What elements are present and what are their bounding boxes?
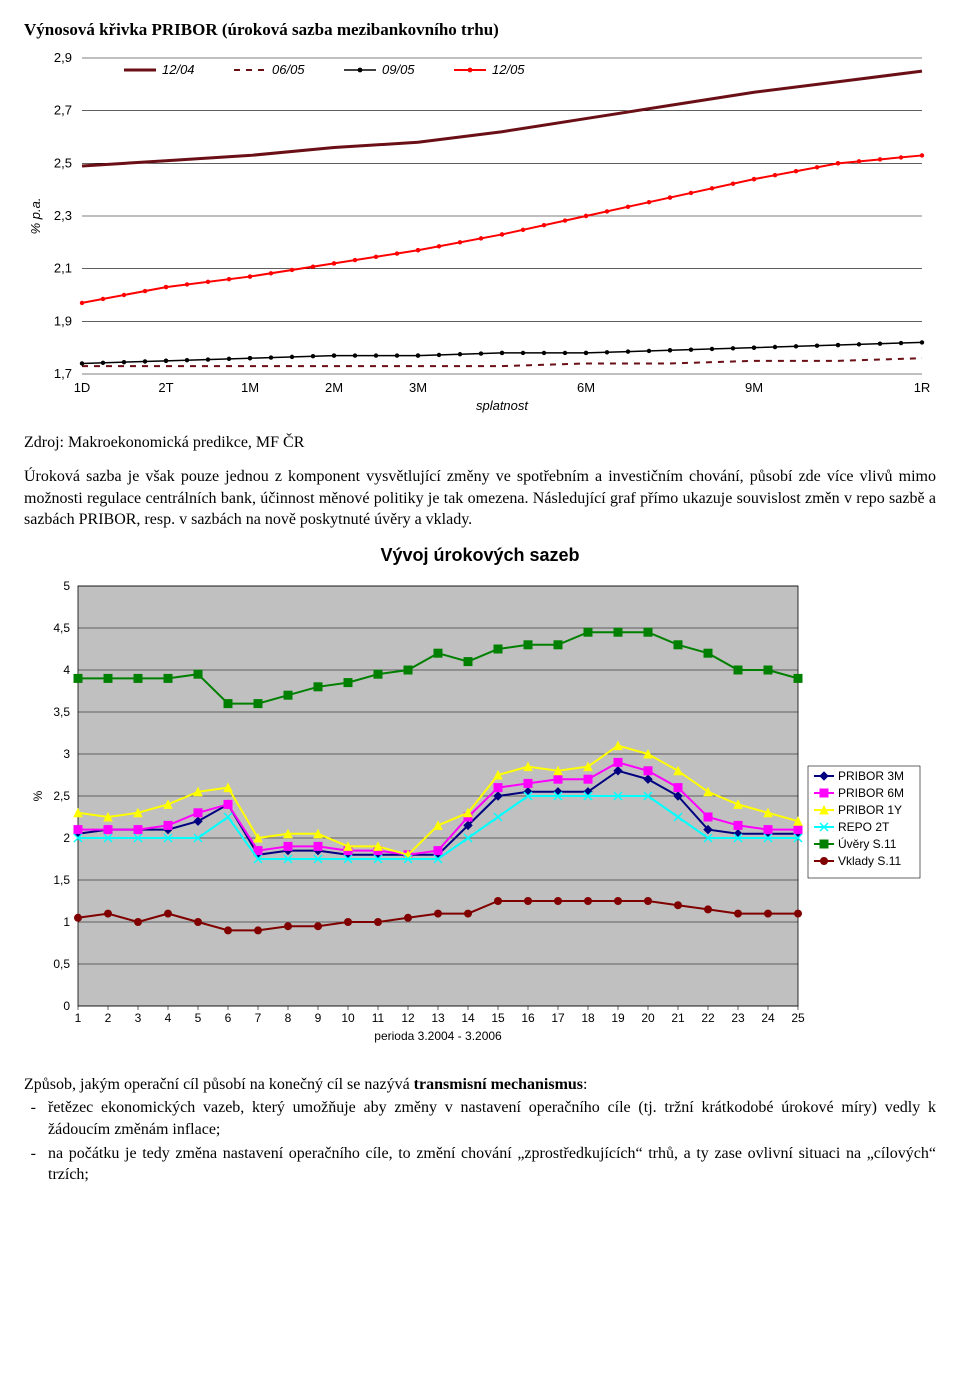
svg-text:7: 7 xyxy=(255,1011,262,1025)
svg-text:5: 5 xyxy=(63,579,70,593)
para2-bold: transmisní mechanismus xyxy=(414,1076,583,1093)
svg-text:16: 16 xyxy=(521,1011,535,1025)
svg-text:13: 13 xyxy=(431,1011,445,1025)
svg-text:9M: 9M xyxy=(745,380,763,395)
svg-text:4: 4 xyxy=(63,663,70,677)
svg-text:4: 4 xyxy=(165,1011,172,1025)
svg-text:09/05: 09/05 xyxy=(382,62,415,77)
svg-text:2,3: 2,3 xyxy=(54,208,72,223)
svg-text:2T: 2T xyxy=(158,380,173,395)
svg-text:splatnost: splatnost xyxy=(476,398,529,413)
bullet-list: řetězec ekonomických vazeb, který umožňu… xyxy=(48,1097,936,1185)
svg-text:2,1: 2,1 xyxy=(54,261,72,276)
svg-text:2,5: 2,5 xyxy=(54,155,72,170)
svg-text:18: 18 xyxy=(581,1011,595,1025)
svg-text:6: 6 xyxy=(225,1011,232,1025)
svg-text:12/04: 12/04 xyxy=(162,62,195,77)
chart2-svg: 00,511,522,533,544,551234567891011121314… xyxy=(24,576,934,1056)
svg-text:%: % xyxy=(31,790,45,801)
svg-text:2,9: 2,9 xyxy=(54,50,72,65)
svg-text:2,7: 2,7 xyxy=(54,103,72,118)
svg-text:Vklady S.11: Vklady S.11 xyxy=(838,854,901,868)
bullet-2: na počátku je tedy změna nastavení opera… xyxy=(48,1143,936,1186)
paragraph-2: Způsob, jakým operační cíl působí na kon… xyxy=(24,1074,936,1096)
para2-intro: Způsob, jakým operační cíl působí na kon… xyxy=(24,1076,414,1093)
svg-text:12: 12 xyxy=(401,1011,415,1025)
svg-text:21: 21 xyxy=(671,1011,685,1025)
chart2-title: Vývoj úrokových sazeb xyxy=(24,545,936,566)
para2-after: : xyxy=(583,1076,587,1093)
svg-text:1: 1 xyxy=(75,1011,82,1025)
svg-text:15: 15 xyxy=(491,1011,505,1025)
svg-text:2M: 2M xyxy=(325,380,343,395)
svg-text:1M: 1M xyxy=(241,380,259,395)
svg-text:PRIBOR 3M: PRIBOR 3M xyxy=(838,769,904,783)
page-title: Výnosová křivka PRIBOR (úroková sazba me… xyxy=(24,20,936,40)
svg-text:10: 10 xyxy=(341,1011,355,1025)
svg-text:5: 5 xyxy=(195,1011,202,1025)
svg-text:2,5: 2,5 xyxy=(53,789,70,803)
svg-text:8: 8 xyxy=(285,1011,292,1025)
svg-text:19: 19 xyxy=(611,1011,625,1025)
chart-pribor-yield-curve: 1,7 1,9 2,1 2,3 2,5 2,7 2,9 1D 2T 1M 2M 3M 6M 9M 1R spl… xyxy=(24,46,936,416)
svg-text:1,7: 1,7 xyxy=(54,366,72,381)
svg-text:6M: 6M xyxy=(577,380,595,395)
svg-text:24: 24 xyxy=(761,1011,775,1025)
svg-text:2: 2 xyxy=(63,831,70,845)
svg-text:PRIBOR 6M: PRIBOR 6M xyxy=(838,786,904,800)
svg-text:06/05: 06/05 xyxy=(272,62,305,77)
svg-text:20: 20 xyxy=(641,1011,655,1025)
svg-text:1D: 1D xyxy=(74,380,91,395)
svg-text:1: 1 xyxy=(63,915,70,929)
svg-text:PRIBOR 1Y: PRIBOR 1Y xyxy=(838,803,902,817)
svg-text:1R: 1R xyxy=(914,380,931,395)
svg-text:23: 23 xyxy=(731,1011,745,1025)
svg-text:2: 2 xyxy=(105,1011,112,1025)
svg-text:% p.a.: % p.a. xyxy=(28,198,43,235)
svg-text:22: 22 xyxy=(701,1011,715,1025)
chart-interest-rates: 00,511,522,533,544,551234567891011121314… xyxy=(24,576,936,1056)
svg-text:0: 0 xyxy=(63,999,70,1013)
svg-text:9: 9 xyxy=(315,1011,322,1025)
svg-text:1,9: 1,9 xyxy=(54,313,72,328)
svg-text:4,5: 4,5 xyxy=(53,621,70,635)
svg-text:12/05: 12/05 xyxy=(492,62,525,77)
svg-text:17: 17 xyxy=(551,1011,565,1025)
svg-text:3,5: 3,5 xyxy=(53,705,70,719)
chart-source: Zdroj: Makroekonomická predikce, MF ČR xyxy=(24,434,936,452)
svg-text:perioda 3.2004 - 3.2006: perioda 3.2004 - 3.2006 xyxy=(374,1029,502,1043)
svg-text:REPO 2T: REPO 2T xyxy=(838,820,890,834)
bullet-1: řetězec ekonomických vazeb, který umožňu… xyxy=(48,1097,936,1140)
svg-text:3: 3 xyxy=(135,1011,142,1025)
paragraph-1: Úroková sazba je však pouze jednou z kom… xyxy=(24,466,936,531)
chart1-svg: 1,7 1,9 2,1 2,3 2,5 2,7 2,9 1D 2T 1M 2M 3M 6M 9M 1R spl… xyxy=(24,46,934,416)
svg-text:14: 14 xyxy=(461,1011,475,1025)
svg-text:11: 11 xyxy=(372,1011,385,1025)
svg-text:0,5: 0,5 xyxy=(53,957,70,971)
svg-text:3M: 3M xyxy=(409,380,427,395)
svg-text:3: 3 xyxy=(63,747,70,761)
svg-text:25: 25 xyxy=(791,1011,805,1025)
svg-text:1,5: 1,5 xyxy=(53,873,70,887)
svg-text:Úvěry S.11: Úvěry S.11 xyxy=(838,836,897,851)
